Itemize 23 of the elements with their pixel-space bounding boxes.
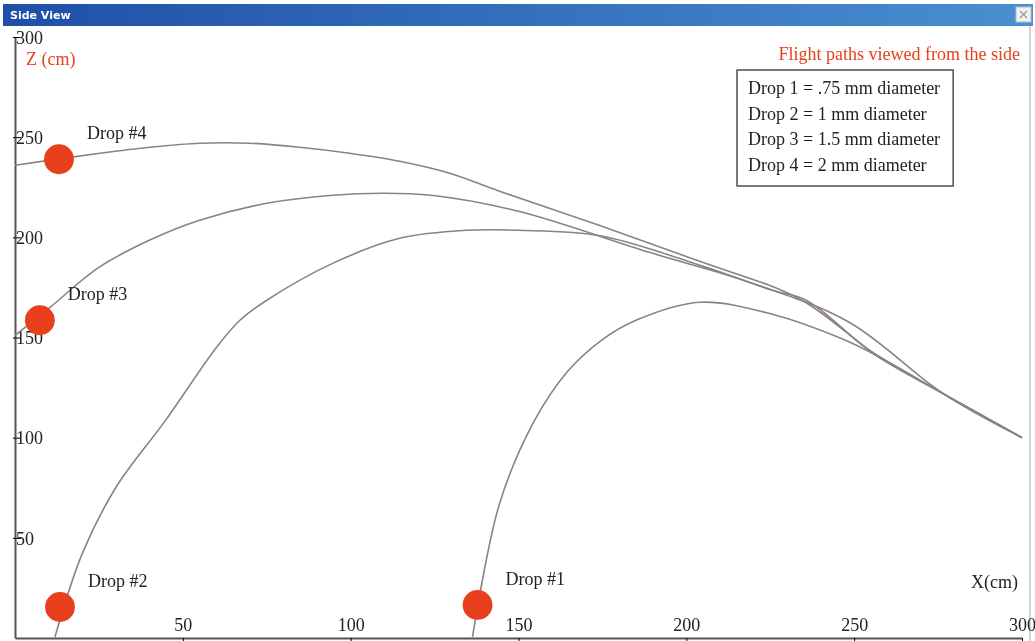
y-tick-label: 300: [16, 27, 43, 48]
annotation: Drop 3 = 1.5 mm diameter: [748, 129, 941, 149]
x-axis-title: X(cm): [971, 572, 1018, 593]
annotation: Drop #2: [87, 570, 148, 591]
x-tick-label: 200: [673, 615, 701, 635]
y-tick-label: 250: [16, 127, 43, 148]
annotation: Drop 4 = 2 mm diameter: [748, 154, 927, 175]
x-tick-label: 150: [505, 615, 533, 635]
chart-title: Side View: [10, 9, 71, 22]
x-tick-label: 300: [1009, 615, 1035, 635]
annotation: Drop 2 = 1 mm diameter: [748, 103, 927, 124]
annotation: Drop #3: [67, 284, 128, 305]
x-tick-label: 100: [337, 615, 365, 635]
y-tick-label: 100: [16, 428, 43, 449]
x-tick-label: 250: [841, 615, 869, 635]
annotation: Drop #4: [86, 123, 147, 144]
annotation: Drop #1: [505, 568, 566, 589]
annotation: Drop 1 = .75 mm diameter: [748, 78, 941, 98]
y-axis-title: Z (cm): [26, 49, 76, 70]
chart-subtitle: Flight paths viewed from the side: [778, 44, 1020, 64]
y-tick-label: 200: [16, 228, 43, 249]
x-tick-label: 50: [174, 615, 193, 635]
y-tick-label: 50: [16, 528, 34, 549]
